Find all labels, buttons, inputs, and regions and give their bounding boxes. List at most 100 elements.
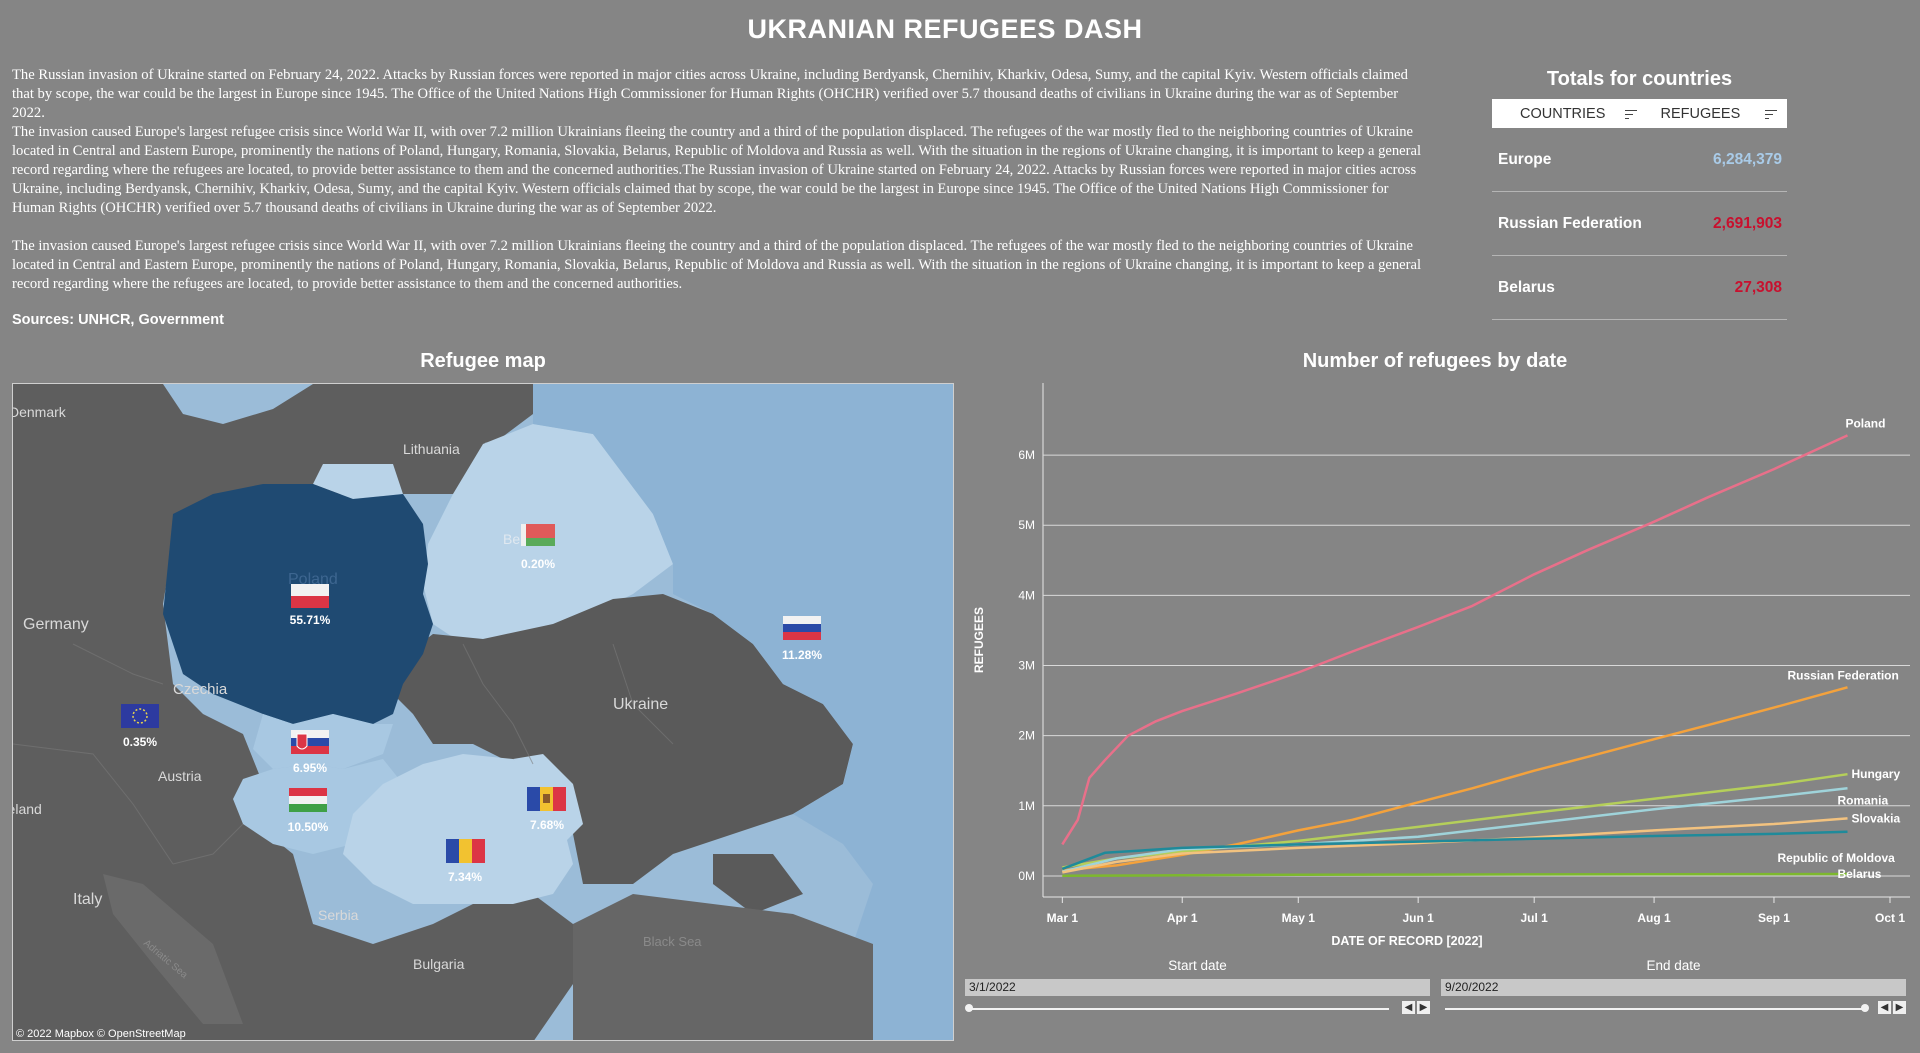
romania-region[interactable] [343,754,573,904]
prev-arrow-icon[interactable]: ◀ [1878,1001,1891,1014]
totals-header: COUNTRIES REFUGEES [1492,99,1787,128]
place-label-belarus: Be [503,531,520,547]
series-line-poland[interactable] [1061,434,1849,846]
place-label-bulgaria: Bulgaria [413,956,465,972]
place-label-austria: Austria [158,768,202,784]
place-label-poland: Poland [288,571,338,588]
y-tick-label: 1M [1018,799,1035,813]
marker-europe[interactable]: 0.35% [121,704,159,749]
place-label-germany: Germany [23,616,89,633]
map-title: Refugee map [420,350,546,372]
slider-track [1445,1008,1865,1010]
series-label: Poland [1845,416,1885,430]
next-arrow-icon[interactable]: ▶ [1893,1001,1906,1014]
start-date-slider[interactable]: ◀ ▶ [965,999,1430,1017]
pct-label-romania: 7.34% [448,870,482,884]
kaliningrad-area [313,464,403,499]
series-line-slovakia[interactable] [1062,817,1848,874]
end-date-input[interactable]: 9/20/2022 [1441,979,1906,996]
x-tick-label: Jun 1 [1402,911,1434,925]
start-date-filter: Start date 3/1/2022 ◀ ▶ [965,958,1430,1017]
series-label: Slovakia [1851,811,1900,825]
pct-label-belarus: 0.20% [521,557,555,571]
countries-header-label: COUNTRIES [1520,105,1606,122]
land-west [13,384,573,1040]
pct-label-slovakia: 6.95% [293,761,327,775]
place-label-serbia: Serbia [318,907,359,923]
prev-arrow-icon[interactable]: ◀ [1402,1001,1415,1014]
hungary-flag-icon [289,788,327,812]
end-date-stepper: ◀ ▶ [1878,1001,1906,1014]
place-label-ukraine: Ukraine [613,696,668,713]
series-label: Republic of Moldova [1777,851,1895,865]
country-name: Belarus [1498,278,1555,296]
start-date-stepper: ◀ ▶ [1402,1001,1430,1014]
ukraine-region[interactable] [393,594,853,884]
series-line-romania[interactable] [1062,787,1848,873]
end-slider-thumb[interactable] [1861,1004,1869,1012]
marker-russia[interactable]: 11.28% [782,616,822,662]
start-slider-thumb[interactable] [965,1004,973,1012]
place-label-italy: Italy [73,891,102,908]
refugees-header-label: REFUGEES [1660,105,1741,122]
y-tick-label: 0M [1018,869,1035,883]
series-label: Romania [1837,793,1888,807]
chart-svg[interactable]: 0M 1M 2M 3M 4M 5M 6M Mar 1 Apr 1 May 1 Jun 1 Jul 1 A… [965,383,1910,948]
intro-paragraph-3: The invasion caused Europe's largest ref… [12,238,1422,292]
pct-label-europe: 0.35% [123,735,157,749]
x-tick-label: Apr 1 [1167,911,1198,925]
map-credit: © 2022 Mapbox © OpenStreetMap [16,1028,186,1040]
totals-row[interactable]: Belarus 27,308 [1492,256,1787,320]
intro-text: The Russian invasion of Ukraine started … [12,66,1427,294]
refugees-line-chart[interactable]: 0M 1M 2M 3M 4M 5M 6M Mar 1 Apr 1 May 1 Jun 1 Jul 1 A… [965,383,1910,948]
intro-paragraph-2: The invasion caused Europe's largest ref… [12,124,1422,216]
marker-belarus[interactable]: 0.20% [521,524,555,571]
flag-markers: 55.71% 0.20% 11.28% 0.35% 6.95% [121,524,822,884]
pct-label-moldova: 7.68% [530,818,564,832]
start-date-input[interactable]: 3/1/2022 [965,979,1430,996]
end-date-label: End date [1646,958,1701,973]
place-label-czechia: Czechia [173,681,228,698]
refugees-column-header[interactable]: REFUGEES [1647,106,1788,122]
place-label-denmark: Denmark [13,404,67,420]
russia-region[interactable] [533,384,954,1041]
sources-text: Sources: UNHCR, Government [12,312,224,328]
russia-flag-icon [783,616,821,640]
series-line-russian-federation[interactable] [1062,686,1848,872]
next-arrow-icon[interactable]: ▶ [1417,1001,1430,1014]
black-sea-area [573,894,873,1040]
series-label: Hungary [1851,767,1900,781]
marker-slovakia[interactable]: 6.95% [291,730,329,775]
x-tick-label: Jul 1 [1521,911,1549,925]
refugee-map[interactable]: Denmark Lithuania Germany Poland Czechia… [12,383,954,1041]
totals-row[interactable]: Russian Federation 2,691,903 [1492,192,1787,256]
sort-icon[interactable] [1624,109,1637,119]
refugee-count: 6,284,379 [1713,150,1782,168]
crimea-region [713,854,803,914]
border-lines [13,643,674,865]
slider-track [969,1008,1389,1010]
marker-moldova[interactable]: 7.68% [527,787,566,832]
marker-poland[interactable]: 55.71% [290,584,331,627]
x-tick-label: Sep 1 [1758,911,1790,925]
countries-column-header[interactable]: COUNTRIES [1492,106,1647,122]
moldova-region[interactable] [513,754,583,844]
totals-row[interactable]: Europe 6,284,379 [1492,128,1787,192]
y-tick-label: 5M [1018,518,1035,532]
country-name: Europe [1498,150,1552,168]
refugee-count: 2,691,903 [1713,214,1782,232]
end-date-slider[interactable]: ◀ ▶ [1441,999,1906,1017]
marker-romania[interactable]: 7.34% [446,839,485,884]
poland-flag-icon [291,584,329,608]
start-date-label: Start date [1168,958,1227,973]
y-tick-label: 6M [1018,448,1035,462]
sort-icon[interactable] [1765,109,1777,119]
map-svg[interactable]: Denmark Lithuania Germany Poland Czechia… [13,384,954,1041]
series-line-republic-of-moldova[interactable] [1061,830,1848,871]
marker-hungary[interactable]: 10.50% [288,788,329,834]
series-label: Russian Federation [1787,668,1898,682]
country-name: Russian Federation [1498,214,1642,232]
series-line-belarus[interactable] [1062,872,1848,878]
chart-title: Number of refugees by date [1302,350,1568,372]
pct-label-russia: 11.28% [782,648,822,662]
